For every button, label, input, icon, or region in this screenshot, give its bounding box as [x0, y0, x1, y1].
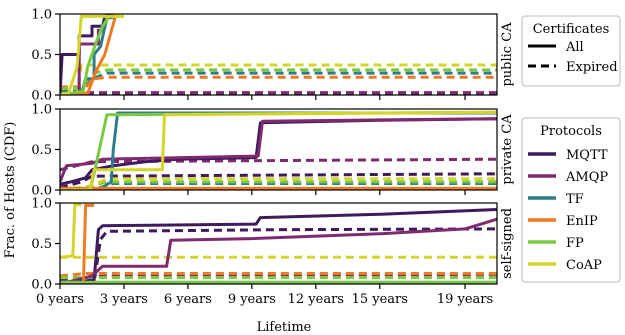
series-line-mqtt-dashed: [60, 172, 497, 190]
panel-frame: [59, 13, 498, 96]
y-tick-label: 0.0: [31, 278, 52, 293]
series-line-amqp-solid: [60, 217, 497, 284]
x-tick-label: 19 years: [437, 292, 493, 307]
panel-label: private CA: [500, 114, 515, 185]
series-line-coap-solid: [60, 203, 82, 259]
series-group: [60, 203, 497, 284]
x-tick-label: 3 years: [100, 292, 148, 307]
y-tick-label: 1.0: [31, 197, 52, 212]
series-line-mqtt-solid: [60, 14, 114, 95]
legend-label: CoAP: [566, 258, 602, 273]
legend-label: AMQP: [565, 170, 608, 185]
y-axis-label: Frac. of Hosts (CDF): [3, 122, 18, 259]
panel-label: self-signed: [500, 208, 515, 279]
legend-label: MQTT: [566, 148, 608, 163]
series-line-enip-dashed: [60, 272, 497, 278]
x-tick-label: 15 years: [352, 292, 408, 307]
protocols-legend: Protocols MQTT AMQP TF EnIP FP CoAP: [521, 117, 621, 283]
series-line-coap-solid: [60, 110, 497, 190]
panel-self-signed: 0.0 0.5 1.0 self-signed 0 years 3 years 6 year…: [31, 197, 515, 308]
series-line-mqtt-solid: [60, 117, 497, 186]
y-tick-label: 1.0: [31, 8, 52, 23]
series-line-coap-solid: [60, 14, 124, 95]
panel-label: public CA: [500, 22, 515, 87]
panel-public-ca: 0.0 0.5 1.0 public CA: [31, 8, 515, 104]
legend-label: TF: [566, 192, 584, 207]
y-tick-label: 0.0: [31, 184, 52, 199]
x-axis-label: Lifetime: [257, 320, 312, 335]
y-tick-label: 0.5: [31, 48, 52, 63]
legend-frame: [521, 15, 621, 87]
legend-label: All: [565, 40, 584, 55]
series-line-enip-dashed: [60, 75, 497, 89]
series-line-enip-solid: [60, 15, 117, 95]
legend-label: Expired: [566, 60, 618, 75]
legend-title: Protocols: [540, 124, 602, 139]
y-tick-label: 0.5: [31, 143, 52, 158]
legend-label: FP: [566, 236, 584, 251]
legend-title: Certificates: [533, 22, 610, 37]
legend-label: EnIP: [566, 214, 598, 229]
y-tick-label: 0.5: [31, 237, 52, 252]
y-tick-label: 1.0: [31, 103, 52, 118]
y-tick-label: 0.0: [31, 89, 52, 104]
certificates-legend: Certificates All Expired: [521, 15, 621, 87]
series-line-enip-solid: [60, 203, 95, 284]
series-group: [60, 110, 497, 190]
x-tick-label: 12 years: [288, 292, 344, 307]
panel-private-ca: 0.0 0.5 1.0 private CA: [31, 103, 515, 199]
x-tick-label: 0 years: [36, 292, 84, 307]
panel-frame: [59, 202, 498, 285]
x-tick-label: 6 years: [164, 292, 212, 307]
series-line-tf-dashed: [60, 71, 497, 93]
series-line-amqp-solid: [60, 117, 497, 183]
series-group: [60, 14, 497, 95]
x-tick-label: 9 years: [228, 292, 276, 307]
